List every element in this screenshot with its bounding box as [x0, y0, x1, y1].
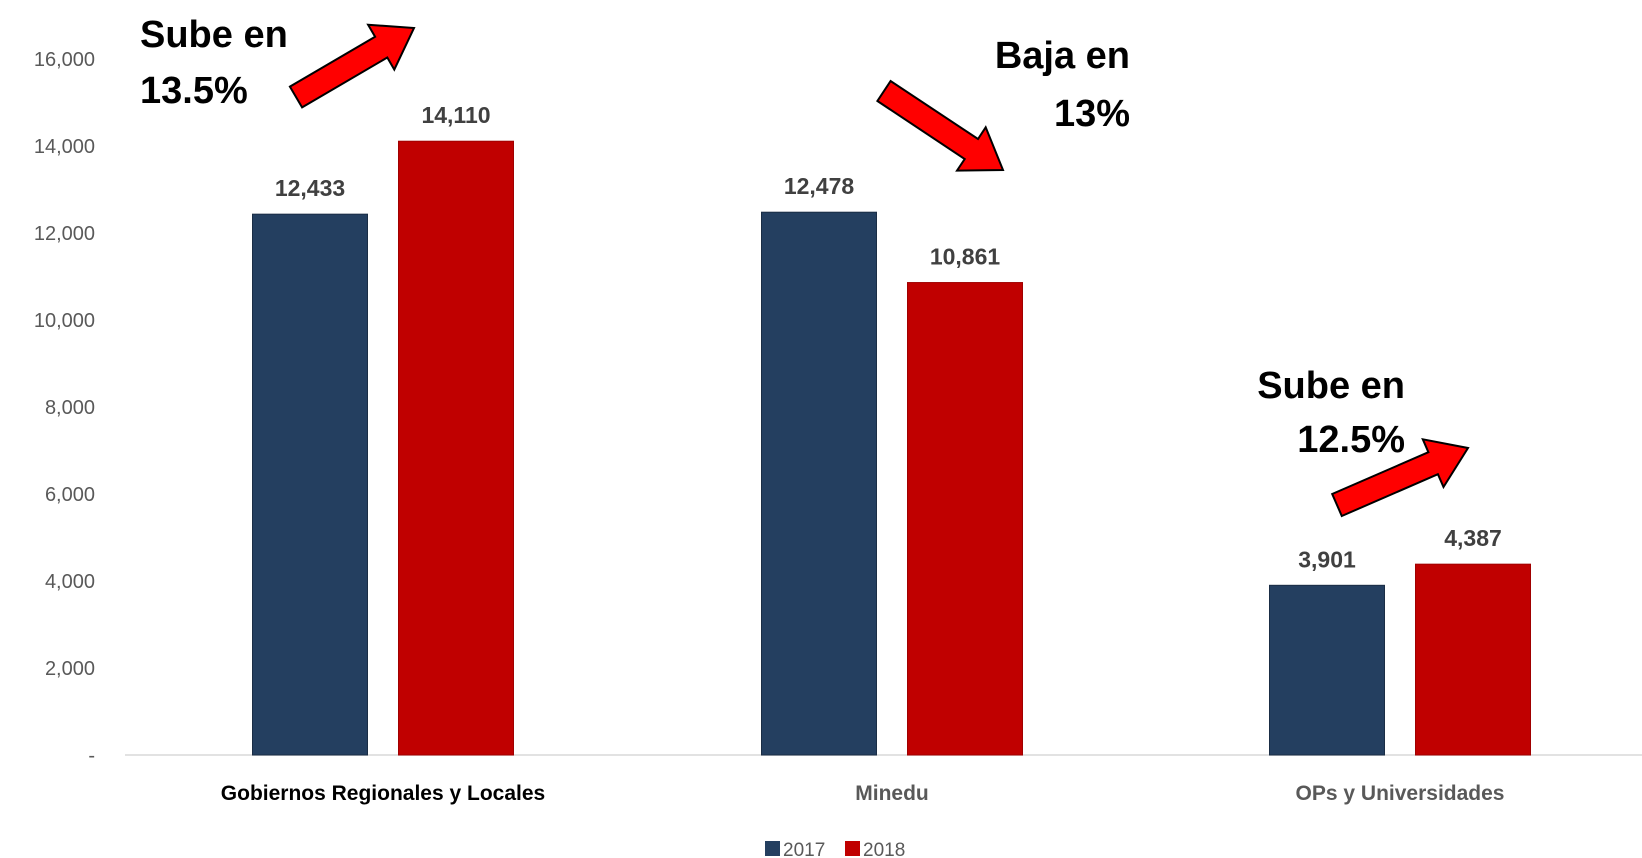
data-label: 14,110 [421, 102, 490, 128]
y-axis-ticks: - 2,000 4,000 6,000 8,000 10,000 12,000 14,000 1… [34, 49, 95, 767]
category-labels: Gobiernos Regionales y Locales Minedu OPs … [221, 782, 1505, 805]
annotations: Sube en 13.5% Baja en 13% Sube en 12.5% [140, 14, 1405, 461]
annotation-text: Sube en [140, 14, 288, 56]
annotation-arrows [288, 23, 1470, 518]
data-label: 10,861 [930, 244, 1001, 270]
bar-2018-2 [1415, 563, 1531, 756]
bar-2017-2 [1269, 584, 1385, 756]
legend: 2017 2018 [765, 840, 905, 858]
data-label: 4,387 [1444, 525, 1502, 551]
y-tick-label: 6,000 [45, 484, 95, 506]
y-tick-label: 4,000 [45, 571, 95, 593]
annotation-text: 13% [1054, 93, 1130, 135]
annotation-text: Sube en [1257, 365, 1405, 407]
annotation-text: 12.5% [1297, 419, 1405, 461]
legend-swatch [845, 841, 860, 856]
y-tick-label: 8,000 [45, 397, 95, 419]
bar-2018-0 [398, 140, 514, 756]
data-labels: 12,433 12,478 3,901 14,110 10,861 4,387 [275, 102, 1502, 572]
annotation-text: 13.5% [140, 70, 248, 112]
data-label: 12,433 [275, 175, 345, 201]
bar-2018-1 [907, 282, 1023, 756]
y-tick-label: 10,000 [34, 310, 95, 332]
legend-label: 2018 [863, 840, 905, 858]
bar-2017-0 [252, 213, 368, 756]
category-label: Minedu [855, 782, 929, 805]
legend-label: 2017 [783, 840, 825, 858]
bar-2017-1 [761, 211, 877, 756]
annotation-text: Baja en [995, 35, 1130, 77]
red-arrow-icon [876, 79, 1005, 172]
y-tick-label: 16,000 [34, 49, 95, 71]
data-label: 12,478 [784, 173, 855, 199]
category-label: Gobiernos Regionales y Locales [221, 782, 545, 805]
bars [252, 140, 1531, 756]
y-tick-label: - [88, 745, 95, 767]
y-tick-label: 12,000 [34, 223, 95, 245]
y-tick-label: 2,000 [45, 658, 95, 680]
legend-swatch [765, 841, 780, 856]
category-label: OPs y Universidades [1296, 782, 1505, 805]
y-tick-label: 14,000 [34, 136, 95, 158]
red-arrow-icon [1330, 437, 1470, 518]
data-label: 3,901 [1298, 546, 1356, 572]
red-arrow-icon [288, 23, 416, 109]
